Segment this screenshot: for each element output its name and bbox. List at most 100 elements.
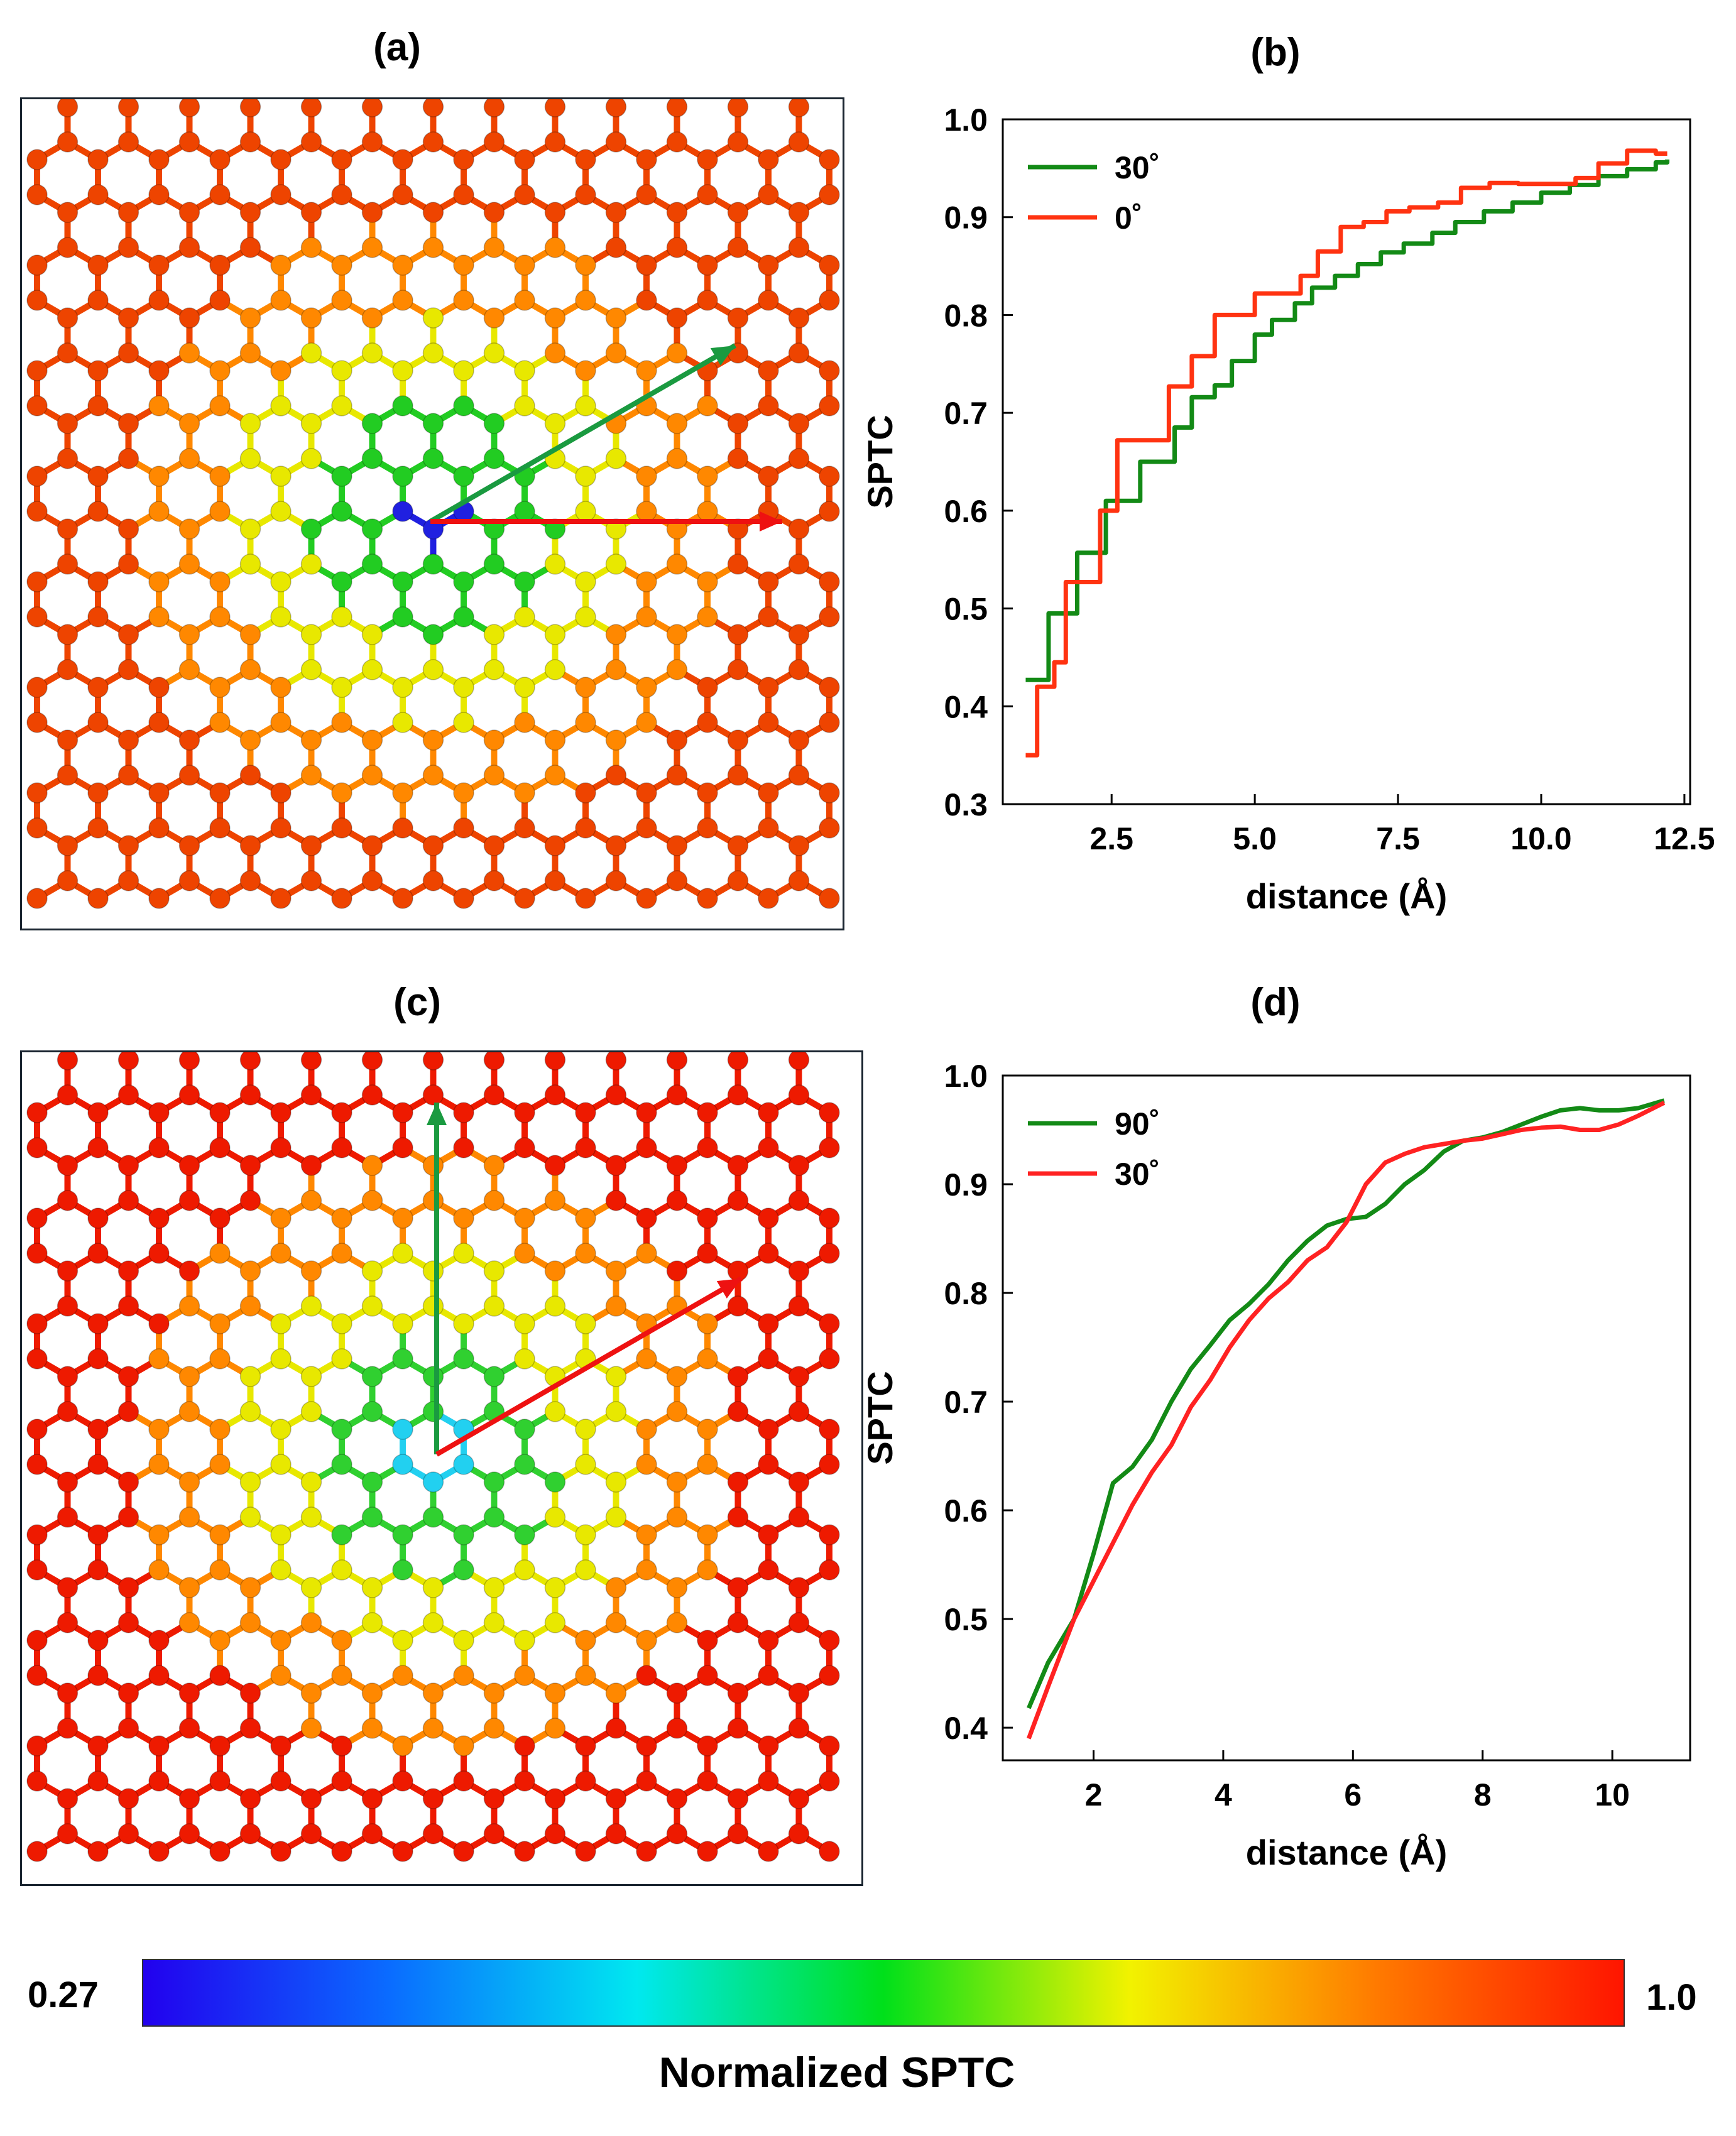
atom <box>178 553 200 575</box>
atom <box>26 888 48 909</box>
atom <box>544 1718 566 1739</box>
colorbar <box>142 1959 1625 2027</box>
atom <box>727 1471 749 1493</box>
atom <box>575 149 596 170</box>
atom <box>178 342 200 364</box>
atom <box>57 659 79 680</box>
atom <box>575 1770 596 1792</box>
atom <box>544 1823 566 1844</box>
atom <box>544 870 566 891</box>
atom <box>239 729 261 751</box>
atom <box>239 765 261 786</box>
atom <box>87 677 109 698</box>
atom <box>209 1454 231 1475</box>
atom <box>636 254 657 276</box>
atom <box>148 712 170 733</box>
atom <box>117 870 139 891</box>
atom <box>239 553 261 575</box>
x-tick-label: 7.5 <box>1376 821 1420 856</box>
atom <box>819 1559 840 1581</box>
atom <box>422 413 444 434</box>
atom <box>788 835 810 856</box>
atom <box>57 624 79 645</box>
atom <box>666 1823 688 1844</box>
atom <box>453 1102 474 1123</box>
atom <box>544 1084 566 1106</box>
atom <box>331 360 352 381</box>
atom <box>727 1366 749 1387</box>
atom <box>26 782 48 804</box>
atom <box>87 606 109 628</box>
atom <box>483 1155 505 1176</box>
atom <box>575 1137 596 1158</box>
atom <box>239 1471 261 1493</box>
atom <box>544 1507 566 1528</box>
atom <box>697 254 718 276</box>
atom <box>514 606 535 628</box>
atom <box>727 765 749 786</box>
atom <box>26 606 48 628</box>
atom <box>148 1419 170 1440</box>
atom <box>483 1366 505 1387</box>
atom <box>148 782 170 804</box>
atom <box>26 360 48 381</box>
atom <box>483 1507 505 1528</box>
atom <box>453 466 474 487</box>
atom <box>117 1471 139 1493</box>
atom <box>392 149 413 170</box>
atom <box>392 1665 413 1686</box>
x-tick-label: 2 <box>1085 1777 1103 1812</box>
atom <box>697 1841 718 1862</box>
atom <box>148 1630 170 1651</box>
atom <box>26 1102 48 1123</box>
atom <box>209 1770 231 1792</box>
x-axis-label: distance (Å) <box>1246 876 1448 916</box>
atom <box>453 606 474 628</box>
atom <box>788 1084 810 1106</box>
atom <box>819 817 840 839</box>
atom <box>87 1419 109 1440</box>
atom <box>514 817 535 839</box>
atom <box>697 712 718 733</box>
atom <box>575 677 596 698</box>
atom <box>239 342 261 364</box>
atom <box>270 1137 292 1158</box>
atom <box>788 729 810 751</box>
atom <box>819 571 840 592</box>
atom <box>453 677 474 698</box>
atom <box>300 1260 322 1282</box>
colorbar-title: Normalized SPTC <box>658 2049 1015 2096</box>
atom <box>422 765 444 786</box>
atom <box>270 1207 292 1229</box>
atom <box>178 835 200 856</box>
atom <box>239 448 261 469</box>
atom <box>87 1665 109 1686</box>
atom <box>819 1454 840 1475</box>
atom <box>544 1788 566 1809</box>
atom <box>178 237 200 258</box>
atom <box>57 1682 79 1704</box>
atom <box>819 184 840 205</box>
atom <box>788 1052 810 1071</box>
atom <box>57 307 79 329</box>
atom <box>758 184 779 205</box>
atom <box>483 835 505 856</box>
atom <box>26 1841 48 1862</box>
atom <box>26 254 48 276</box>
atom <box>422 624 444 645</box>
atom <box>605 1295 627 1317</box>
atom <box>453 712 474 733</box>
atom <box>57 1577 79 1598</box>
atom <box>178 131 200 153</box>
atom <box>788 237 810 258</box>
atom <box>636 677 657 698</box>
atom <box>392 712 413 733</box>
atom <box>87 1524 109 1545</box>
atom <box>148 1665 170 1686</box>
atom <box>117 237 139 258</box>
atom <box>117 624 139 645</box>
atom <box>697 501 718 522</box>
atom <box>758 1735 779 1757</box>
atom <box>575 395 596 417</box>
atom <box>178 870 200 891</box>
